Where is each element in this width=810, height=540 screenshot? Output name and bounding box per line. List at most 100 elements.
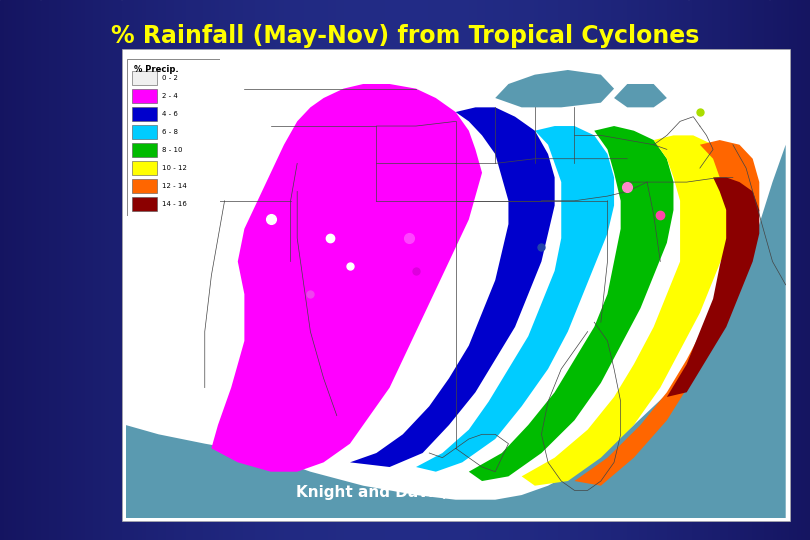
Bar xyxy=(502,0,506,540)
Bar xyxy=(450,0,454,540)
Bar xyxy=(324,0,328,540)
Polygon shape xyxy=(126,145,786,518)
Bar xyxy=(761,0,765,540)
Bar xyxy=(381,0,385,540)
Bar xyxy=(664,0,668,540)
Bar xyxy=(93,0,97,540)
Bar xyxy=(369,0,373,540)
Bar xyxy=(73,0,77,540)
Bar xyxy=(433,0,437,540)
Bar xyxy=(725,0,729,540)
Bar xyxy=(802,0,806,540)
Bar xyxy=(494,0,498,540)
Bar xyxy=(770,0,774,540)
Bar xyxy=(227,0,231,540)
Bar xyxy=(741,0,745,540)
Bar xyxy=(531,0,535,540)
Bar xyxy=(547,0,551,540)
Bar xyxy=(263,0,267,540)
Bar xyxy=(45,0,49,540)
Polygon shape xyxy=(495,70,614,107)
Bar xyxy=(522,0,526,540)
Bar xyxy=(405,0,409,540)
Bar xyxy=(198,0,202,540)
Bar xyxy=(170,0,174,540)
Bar xyxy=(786,0,790,540)
Bar xyxy=(61,0,65,540)
Bar xyxy=(267,0,271,540)
Bar xyxy=(575,0,579,540)
Bar xyxy=(701,0,705,540)
Bar xyxy=(616,0,620,540)
Bar xyxy=(486,0,490,540)
Bar xyxy=(680,0,684,540)
Bar xyxy=(595,0,599,540)
Bar xyxy=(12,0,16,540)
Bar xyxy=(640,0,644,540)
Bar xyxy=(247,0,251,540)
Bar xyxy=(571,0,575,540)
Polygon shape xyxy=(469,126,673,481)
Polygon shape xyxy=(522,136,733,485)
Bar xyxy=(778,0,782,540)
Bar xyxy=(332,0,336,540)
Bar xyxy=(798,0,802,540)
Bar xyxy=(705,0,709,540)
Bar xyxy=(417,0,421,540)
Bar xyxy=(721,0,725,540)
Bar xyxy=(413,0,417,540)
Bar xyxy=(466,0,470,540)
Bar xyxy=(336,0,340,540)
Bar xyxy=(425,0,429,540)
Bar xyxy=(790,0,794,540)
Bar xyxy=(429,0,433,540)
Bar xyxy=(377,0,381,540)
Text: 0 - 2: 0 - 2 xyxy=(162,75,177,81)
Bar xyxy=(69,0,73,540)
Bar xyxy=(138,0,142,540)
Bar xyxy=(316,0,320,540)
Bar xyxy=(782,0,786,540)
Bar xyxy=(312,0,316,540)
Bar xyxy=(320,0,324,540)
Bar xyxy=(158,0,162,540)
Polygon shape xyxy=(416,126,614,472)
Bar xyxy=(559,0,563,540)
Bar xyxy=(401,0,405,540)
Text: 2 - 4: 2 - 4 xyxy=(162,93,177,99)
Bar xyxy=(211,0,215,540)
Bar xyxy=(628,0,632,540)
Bar xyxy=(239,0,243,540)
Bar xyxy=(514,0,518,540)
Bar xyxy=(130,0,134,540)
Bar xyxy=(757,0,761,540)
Bar xyxy=(81,0,85,540)
Bar xyxy=(636,0,640,540)
Bar xyxy=(259,0,263,540)
Bar xyxy=(85,0,89,540)
Bar xyxy=(49,0,53,540)
Bar xyxy=(539,0,543,540)
Bar xyxy=(132,107,157,122)
Bar xyxy=(506,0,510,540)
Bar xyxy=(632,0,636,540)
Bar xyxy=(24,0,28,540)
Bar xyxy=(53,0,57,540)
Bar xyxy=(271,0,275,540)
Bar xyxy=(284,0,288,540)
Bar xyxy=(672,0,676,540)
Text: % Precip.: % Precip. xyxy=(134,65,178,74)
Bar xyxy=(8,0,12,540)
Bar xyxy=(174,0,178,540)
Polygon shape xyxy=(614,84,667,107)
Bar xyxy=(794,0,798,540)
Bar xyxy=(146,0,150,540)
Bar xyxy=(462,0,466,540)
Bar xyxy=(397,0,401,540)
Polygon shape xyxy=(211,84,482,472)
Bar xyxy=(356,0,360,540)
Bar xyxy=(28,0,32,540)
Bar xyxy=(251,0,255,540)
Bar xyxy=(668,0,672,540)
Bar xyxy=(348,0,352,540)
